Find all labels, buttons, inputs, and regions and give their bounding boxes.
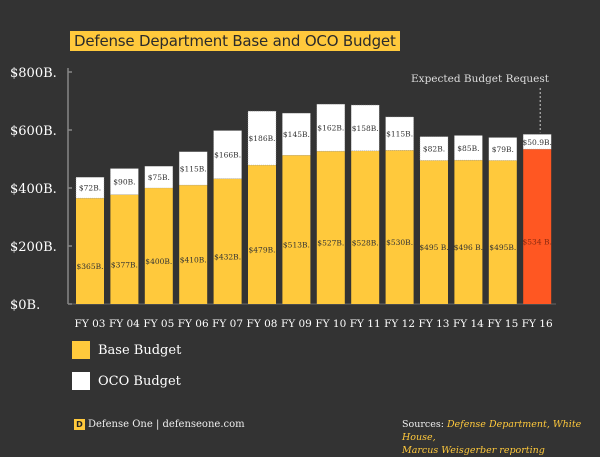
x-tick-label: FY 06: [178, 318, 209, 330]
legend-label-base: Base Budget: [98, 342, 182, 358]
data-label-base: $495B.: [489, 243, 516, 252]
bar-base-fy14: [454, 160, 483, 304]
x-tick-label: FY 10: [315, 318, 346, 330]
bar-base-fy03: [76, 198, 104, 304]
bar-base-fy10: [316, 151, 345, 304]
data-label-base: $513B.: [283, 241, 310, 250]
legend-swatch-oco: [72, 372, 90, 390]
brand-footer: D Defense One | defenseone.com: [74, 419, 245, 430]
bar-oco-fy03: [75, 177, 105, 199]
data-label-oco: $115B.: [180, 164, 207, 173]
data-label-oco: $115B.: [386, 130, 413, 139]
data-label-oco: $145B.: [283, 130, 310, 139]
data-label-base: $432B.: [214, 252, 241, 261]
data-label-base: $496 B.: [454, 243, 483, 252]
x-tick-label: FY 09: [281, 318, 312, 330]
bar-oco-fy13: [419, 136, 449, 161]
y-tick-label: $200B.: [10, 240, 57, 255]
bar-oco-fy08: [247, 110, 277, 166]
bar-oco-fy14: [454, 135, 483, 161]
data-label-oco: $79B.: [492, 145, 514, 154]
sources-label: Sources:: [402, 419, 444, 430]
data-label-base: $400B.: [145, 257, 172, 266]
x-tick-label: FY 07: [212, 318, 243, 330]
data-label-oco: $72B.: [79, 184, 101, 193]
x-tick-label: FY 04: [109, 318, 140, 330]
data-label-base: $530B.: [386, 238, 413, 247]
bar-oco-fy07: [213, 130, 242, 179]
sources-line1: Defense Department, White House,: [402, 419, 582, 443]
x-tick-label: FY 13: [419, 318, 450, 330]
bar-base-fy05: [144, 188, 173, 304]
legend-item-oco: OCO Budget: [72, 372, 181, 390]
bar-base-fy07: [213, 178, 242, 304]
y-tick-label: $0B.: [10, 298, 40, 313]
data-label-base: $527B.: [317, 239, 344, 248]
data-label-base: $365B.: [77, 262, 104, 271]
y-tick-label: $400B.: [10, 182, 57, 197]
x-tick-label: FY 16: [522, 318, 553, 330]
bar-base-fy15: [488, 160, 517, 304]
y-tick-label: $600B.: [10, 124, 57, 139]
y-tick-label: $800B.: [10, 66, 57, 81]
data-label-base: $534 B.: [523, 238, 552, 247]
x-tick-label: FY 14: [453, 318, 484, 330]
brand-text: Defense One | defenseone.com: [88, 419, 245, 430]
data-label-oco: $82B.: [423, 145, 445, 154]
bar-base-fy13: [420, 160, 448, 304]
bar-base-fy09: [282, 155, 311, 304]
data-label-oco: $186B.: [249, 134, 276, 143]
stacked-bar-chart: $0B. $200B. $400B. $600B. $800B. $365B. $72B. F…: [10, 66, 556, 330]
data-label-base: $410B.: [180, 256, 207, 265]
data-label-base: $377B.: [111, 260, 138, 269]
legend-item-base: Base Budget: [72, 341, 181, 359]
bar-base-fy08: [248, 165, 276, 304]
data-label-base: $528B.: [352, 238, 379, 247]
bar-oco-fy10: [316, 103, 346, 152]
sources: Sources: Defense Department, White House…: [402, 418, 600, 457]
bar-oco-fy16: [522, 134, 552, 150]
annotation-label: Expected Budget Request: [411, 73, 550, 85]
bar-base-fy12: [385, 150, 414, 304]
bar-base-fy06: [179, 185, 208, 304]
x-tick-label: FY 08: [247, 318, 278, 330]
data-label-oco: $75B.: [148, 173, 170, 182]
bar-oco-fy05: [144, 166, 174, 189]
x-tick-label: FY 11: [350, 318, 381, 330]
x-tick-label: FY 12: [384, 318, 415, 330]
bar-base-fy11: [351, 150, 380, 304]
defense-one-logo: D: [74, 419, 85, 430]
x-tick-label: FY 03: [75, 318, 106, 330]
data-label-base: $479B.: [249, 246, 276, 255]
bar-base-fy04: [110, 194, 139, 304]
legend-swatch-base: [72, 341, 90, 359]
data-label-oco: $50.9B.: [523, 138, 552, 147]
data-label-oco: $166B.: [214, 151, 241, 160]
data-label-oco: $162B.: [317, 124, 344, 133]
data-label-oco: $85B.: [457, 144, 479, 153]
bar-oco-fy06: [178, 151, 208, 186]
data-label-oco: $158B.: [352, 124, 379, 133]
bar-oco-fy04: [110, 168, 139, 195]
data-label-oco: $90B.: [113, 178, 135, 187]
bar-oco-fy12: [385, 116, 414, 151]
bar-base-fy16: [523, 149, 552, 304]
data-label-base: $495 B.: [419, 243, 448, 252]
chart-title: Defense Department Base and OCO Budget: [70, 31, 400, 51]
bar-oco-fy11: [350, 104, 380, 152]
x-tick-label: FY 15: [487, 318, 518, 330]
bar-oco-fy15: [488, 137, 518, 161]
legend-label-oco: OCO Budget: [98, 373, 181, 389]
bar-oco-fy09: [282, 112, 311, 156]
x-tick-label: FY 05: [143, 318, 174, 330]
